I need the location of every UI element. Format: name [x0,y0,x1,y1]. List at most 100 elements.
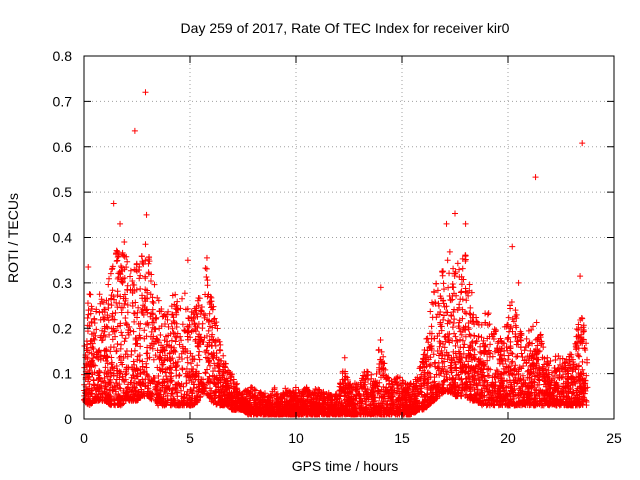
data-point [149,306,156,313]
data-point [204,277,211,284]
data-point [493,327,500,334]
data-point [570,388,577,395]
data-point [377,337,384,344]
data-point [513,353,520,360]
data-point [459,265,466,272]
data-point [450,284,457,291]
data-point [178,337,185,344]
data-point [196,348,203,355]
data-point [430,351,437,358]
data-point [123,348,130,355]
data-point [512,307,519,314]
data-point [86,291,93,298]
data-point [142,273,149,280]
data-point [206,310,213,317]
data-point [269,388,276,395]
data-point [195,294,202,301]
data-point [487,341,494,348]
data-point [451,316,458,323]
data-point [134,314,141,321]
data-point [424,335,431,342]
data-point [203,265,210,272]
data-point [168,337,175,344]
data-point [394,398,401,405]
data-point [521,347,528,354]
data-point [458,288,465,295]
data-point [475,333,482,340]
data-point [195,352,202,359]
data-point [130,328,137,335]
data-point [124,309,131,316]
data-point [579,358,586,365]
data-point [551,372,558,379]
data-point [458,376,465,383]
data-point [133,286,140,293]
data-point [216,346,223,353]
data-point [173,389,180,396]
data-point [179,295,186,302]
data-point [453,337,460,344]
data-point [444,309,451,316]
data-point [84,315,91,322]
data-point [167,364,174,371]
data-point [440,316,447,323]
data-point [91,320,98,327]
data-point [179,321,186,328]
data-point [118,309,125,316]
data-point [451,330,458,337]
data-point [114,341,121,348]
data-point [465,347,472,354]
data-point [433,280,440,287]
data-point [552,357,559,364]
data-point [203,274,210,281]
data-point [108,354,115,361]
data-point [428,323,435,330]
data-point [136,275,143,282]
data-point [174,298,181,305]
data-point [465,358,472,365]
data-point [112,309,119,316]
data-point [105,281,112,288]
data-point [443,349,450,356]
data-point [463,310,470,317]
data-point [168,378,175,385]
data-point [217,341,224,348]
data-point [108,302,115,309]
data-point [107,270,114,277]
data-point [114,304,121,311]
data-point [444,257,451,264]
data-point [201,314,208,321]
data-point [194,362,201,369]
data-point [446,339,453,346]
data-point [108,266,115,273]
data-point [540,344,547,351]
data-point [181,290,188,297]
data-point [519,372,526,379]
data-point [454,260,461,267]
data-point [576,353,583,360]
data-point [110,344,117,351]
data-point [449,280,456,287]
data-point [512,322,519,329]
data-point [457,289,464,296]
data-point [127,267,134,274]
data-point [581,345,588,352]
data-point [113,258,120,265]
data-point [84,300,91,307]
data-point [105,317,112,324]
data-point [118,341,125,348]
data-point [205,327,212,334]
data-point [518,337,525,344]
data-point [441,286,448,293]
data-point [518,350,525,357]
data-point [485,310,492,317]
data-point [478,321,485,328]
data-point [122,335,129,342]
data-point [121,338,128,345]
data-point [149,294,156,301]
data-point [179,366,186,373]
data-point [154,294,161,301]
data-point [467,332,474,339]
data-point [446,270,453,277]
